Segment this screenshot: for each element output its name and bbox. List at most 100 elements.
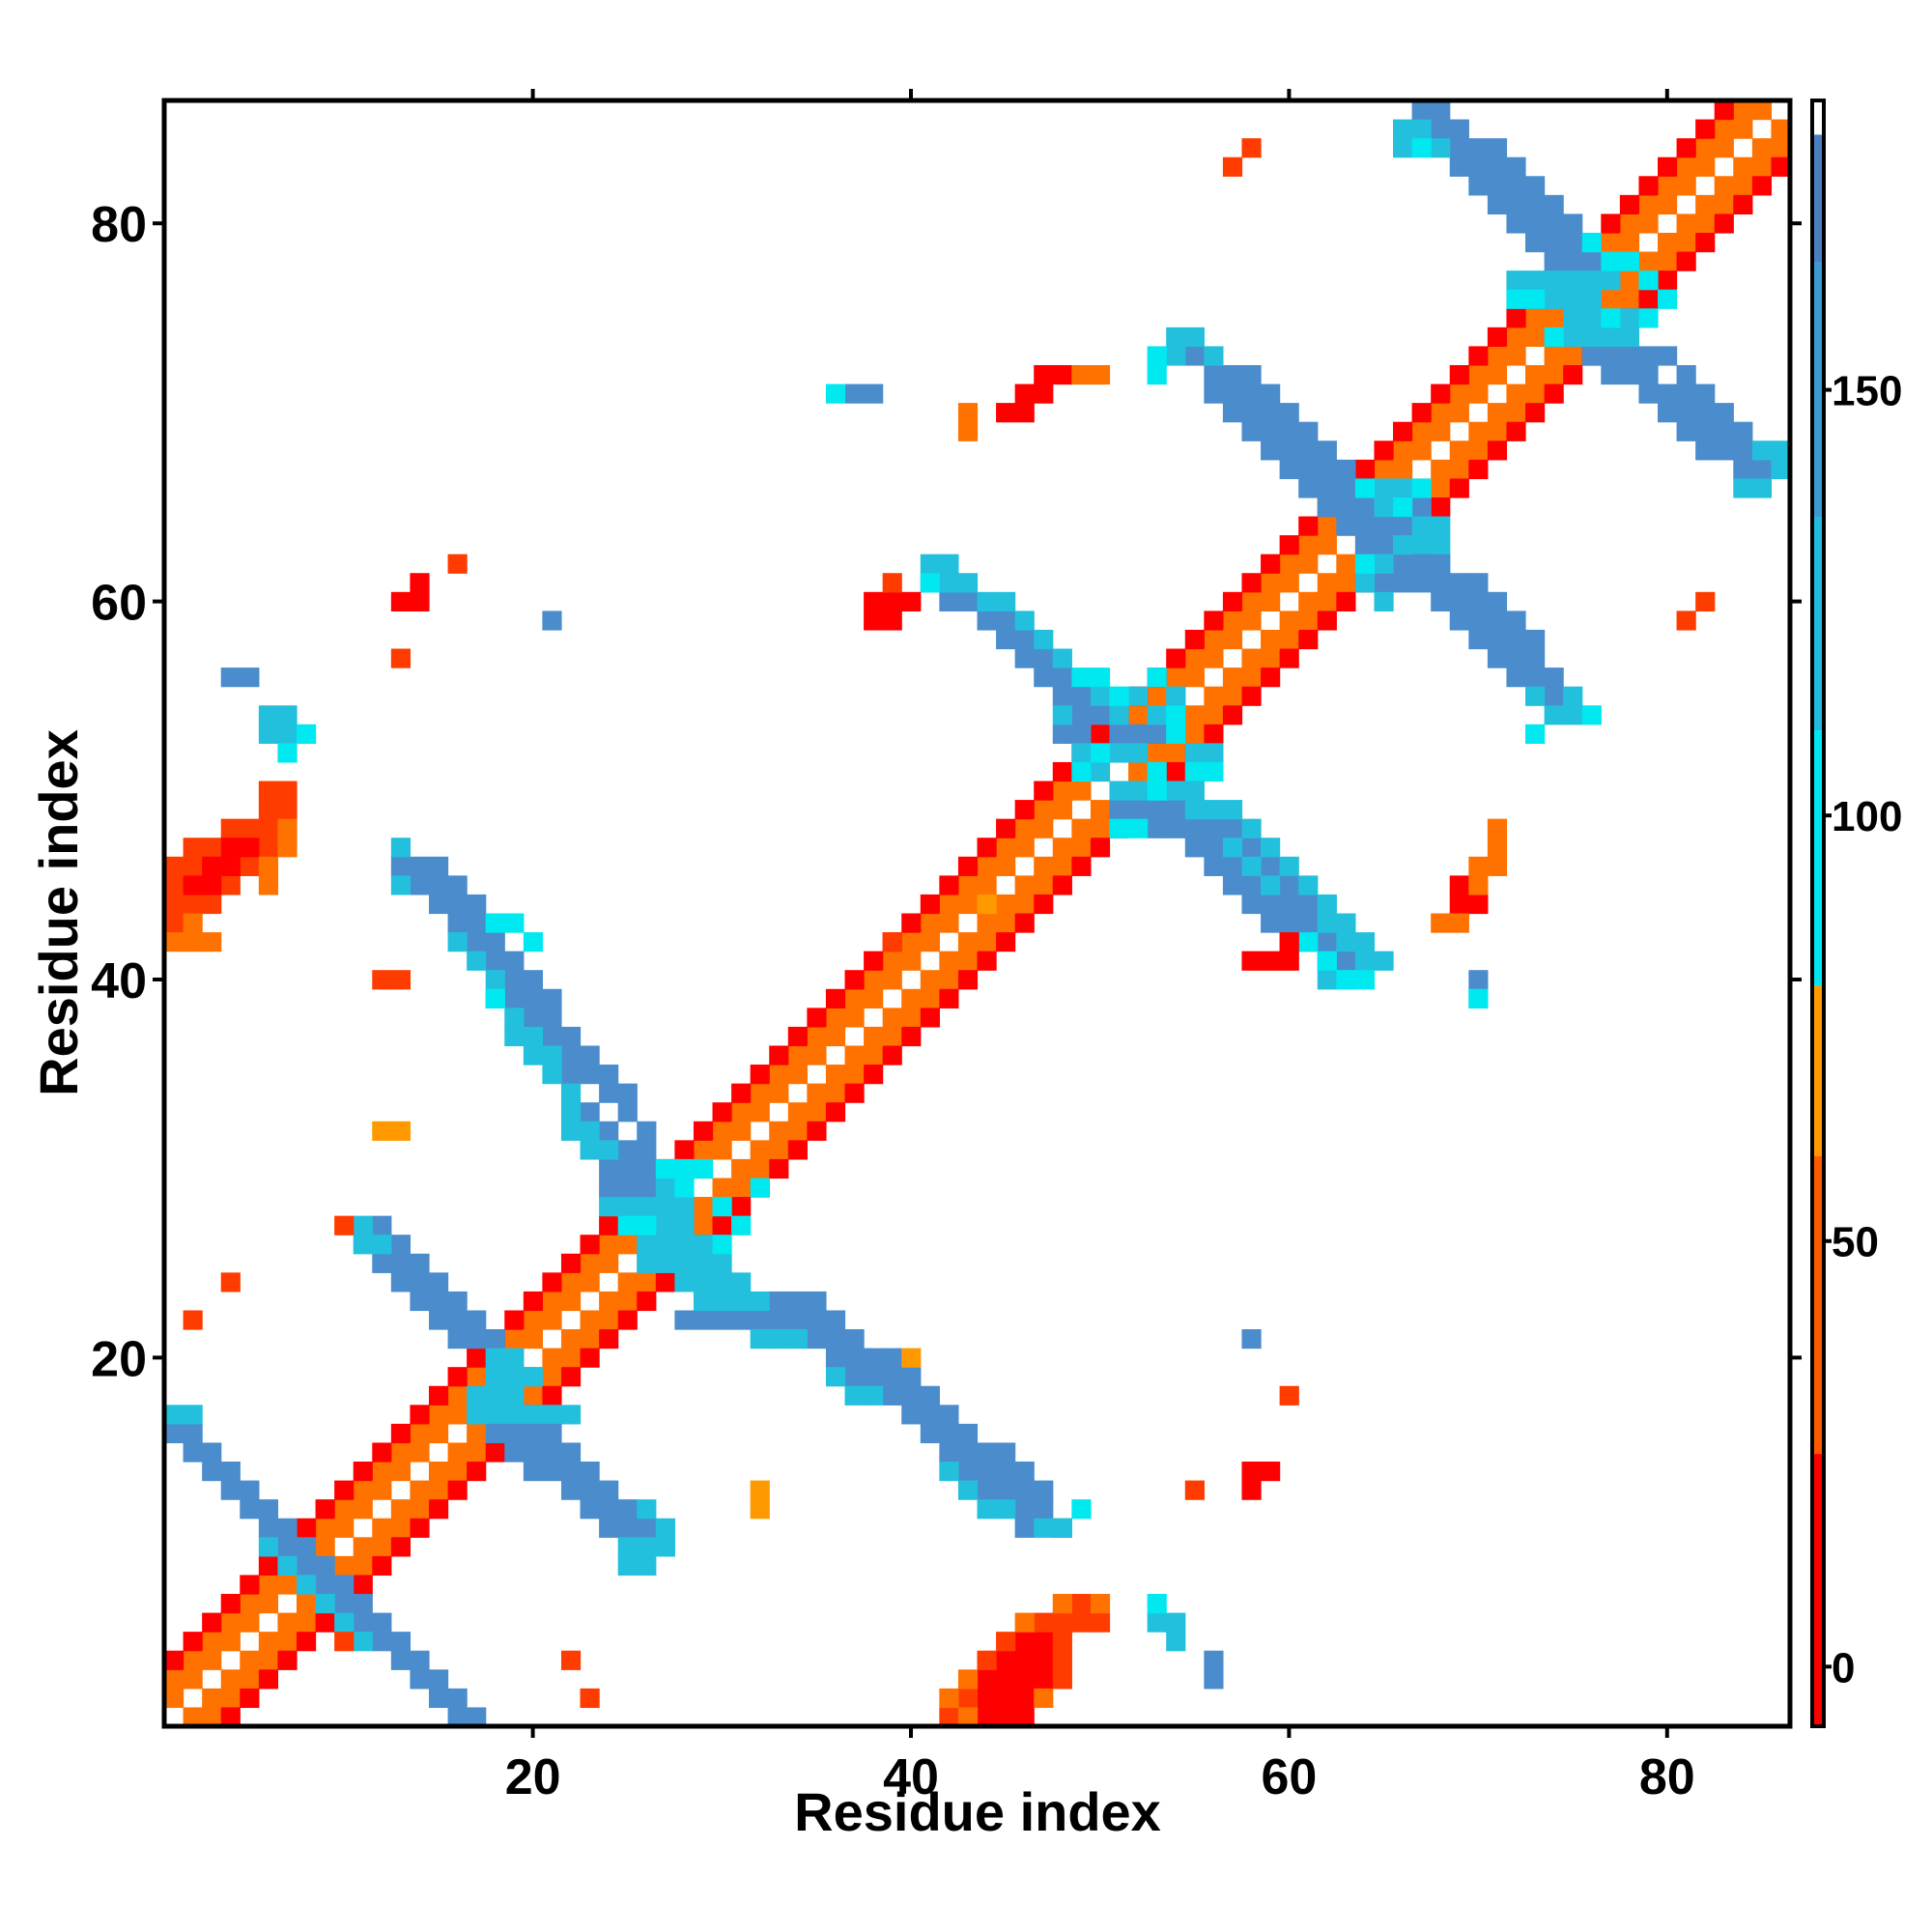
heatmap-cell xyxy=(920,554,940,574)
heatmap-cell xyxy=(920,988,940,1009)
heatmap-cell xyxy=(1506,403,1526,423)
heatmap-cell xyxy=(1354,478,1376,498)
heatmap-cell xyxy=(1449,573,1469,593)
heatmap-cell xyxy=(1563,308,1583,328)
x-tick-label: 40 xyxy=(883,1749,939,1805)
heatmap-cell xyxy=(428,1291,449,1312)
heatmap-cell xyxy=(674,1158,695,1179)
heatmap-cell xyxy=(504,1405,525,1425)
heatmap-cell xyxy=(258,1669,279,1690)
heatmap-cell xyxy=(1714,421,1734,441)
heatmap-cell xyxy=(1128,761,1149,782)
heatmap-cell xyxy=(1014,629,1035,650)
heatmap-cell xyxy=(1317,497,1337,518)
heatmap-cell xyxy=(1204,648,1224,668)
heatmap-cell xyxy=(1071,686,1092,706)
heatmap-cell xyxy=(1487,346,1508,366)
heatmap-cell xyxy=(523,1026,543,1047)
heatmap-cell xyxy=(1619,364,1640,385)
heatmap-cell xyxy=(655,1518,675,1538)
heatmap-cell xyxy=(901,1008,922,1028)
heatmap-cell xyxy=(1241,1329,1262,1350)
heatmap-cell xyxy=(1506,270,1526,291)
heatmap-cell xyxy=(977,913,997,933)
heatmap-cell xyxy=(1222,668,1243,688)
heatmap-cell xyxy=(485,988,505,1009)
heatmap-cell xyxy=(599,1310,619,1330)
heatmap-cell xyxy=(977,932,997,952)
heatmap-cell xyxy=(1544,327,1564,348)
heatmap-cell xyxy=(1204,856,1224,876)
heatmap-cell xyxy=(1128,818,1149,838)
heatmap-cell xyxy=(1261,384,1281,404)
heatmap-cell xyxy=(617,1555,638,1577)
heatmap-cell xyxy=(787,1291,808,1312)
heatmap-cell xyxy=(258,724,279,744)
heatmap-cell xyxy=(1166,724,1186,744)
heatmap-cell xyxy=(447,1310,468,1330)
heatmap-cell xyxy=(202,875,222,895)
heatmap-cell xyxy=(1449,894,1469,915)
heatmap-cell xyxy=(220,1707,241,1727)
heatmap-cell xyxy=(447,1291,468,1312)
heatmap-cell xyxy=(731,1178,752,1198)
y-axis: 20 40 60 80 xyxy=(91,197,1802,1387)
heatmap-cell xyxy=(390,1423,412,1444)
heatmap-cell xyxy=(731,1102,752,1122)
heatmap-cell xyxy=(882,611,902,631)
heatmap-cell xyxy=(1184,724,1205,744)
heatmap-cell xyxy=(1449,403,1469,423)
y-axis-title: Residue index xyxy=(28,729,89,1096)
heatmap-cell xyxy=(410,1518,430,1538)
heatmap-cell xyxy=(504,988,525,1009)
heatmap-cell xyxy=(1222,629,1243,650)
heatmap-cell xyxy=(334,1575,355,1595)
heatmap-cell xyxy=(1166,686,1186,706)
heatmap-cell xyxy=(467,1442,487,1463)
heatmap-cell xyxy=(712,1272,732,1293)
heatmap-cell xyxy=(240,1499,260,1520)
heatmap-cell xyxy=(523,988,543,1009)
heatmap-cell xyxy=(1052,1632,1072,1652)
colorbar-frame xyxy=(1810,99,1826,1728)
heatmap-cell xyxy=(901,988,922,1009)
heatmap-cell xyxy=(1184,818,1205,838)
heatmap-cell xyxy=(1733,459,1753,479)
heatmap-cell xyxy=(258,1499,279,1520)
heatmap-cell xyxy=(428,1499,449,1520)
heatmap-cell xyxy=(1751,478,1773,498)
heatmap-cell xyxy=(1354,535,1376,555)
colorbar-segment xyxy=(1812,1155,1824,1455)
heatmap-cell xyxy=(467,894,487,915)
heatmap-cell xyxy=(731,1272,752,1293)
heatmap-cell xyxy=(164,913,185,933)
heatmap-cell xyxy=(240,1688,260,1709)
heatmap-cell xyxy=(693,1121,714,1141)
heatmap-cell xyxy=(1222,156,1243,177)
heatmap-cell xyxy=(1184,346,1205,366)
heatmap-cell xyxy=(1052,648,1072,668)
heatmap-cell xyxy=(542,1045,562,1065)
heatmap-cell xyxy=(220,1669,241,1690)
heatmap-cell xyxy=(410,1480,430,1500)
heatmap-cell xyxy=(844,1367,865,1387)
heatmap-cell xyxy=(957,403,979,423)
heatmap-cell xyxy=(1581,308,1602,328)
heatmap-cell xyxy=(1184,327,1205,348)
heatmap-cell xyxy=(1544,213,1564,234)
heatmap-cell xyxy=(1751,440,1773,461)
heatmap-cell xyxy=(580,1462,600,1482)
heatmap-cell xyxy=(220,856,241,876)
heatmap-cell xyxy=(1619,194,1640,215)
heatmap-cell xyxy=(617,1102,638,1122)
heatmap-cell xyxy=(1336,913,1356,933)
heatmap-cell xyxy=(996,591,1016,611)
heatmap-cell xyxy=(844,970,865,990)
heatmap-cell xyxy=(277,1555,298,1577)
heatmap-cell xyxy=(674,1235,695,1255)
heatmap-cell xyxy=(996,1499,1016,1520)
heatmap-cell xyxy=(825,1065,846,1085)
heatmap-cell xyxy=(1676,251,1696,271)
heatmap-cell xyxy=(1411,497,1432,518)
heatmap-cell xyxy=(882,932,902,952)
